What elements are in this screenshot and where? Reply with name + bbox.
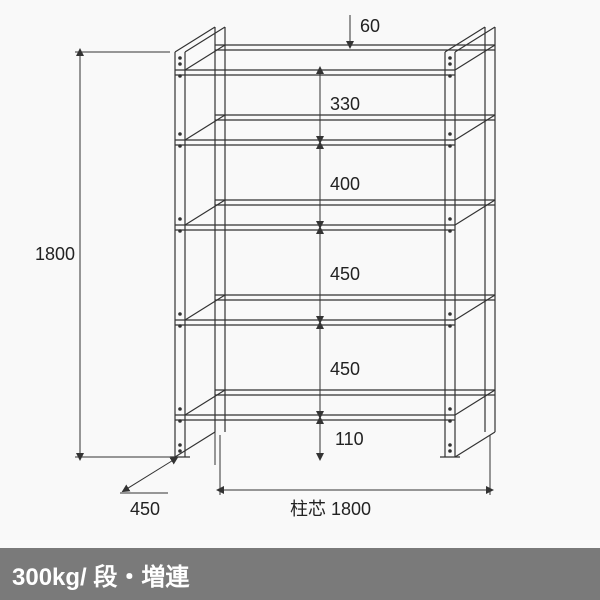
dim-depth: 450	[130, 499, 160, 519]
dim-bottom-clearance: 110	[335, 429, 364, 449]
dim-gap-2: 450	[330, 264, 360, 284]
dim-top-clearance: 60	[360, 16, 380, 36]
dim-width-prefix: 柱芯	[290, 499, 326, 519]
dim-gap-1: 400	[330, 174, 360, 194]
dim-gap-3: 450	[330, 359, 360, 379]
caption-bar: 300kg/ 段・増連	[0, 548, 600, 600]
dim-width: 1800	[331, 499, 371, 519]
diagram-area: 1800 60 330 400 450 450 110 450 柱芯 1800	[0, 0, 600, 548]
caption-text: 300kg/ 段・増連	[12, 557, 189, 592]
dim-height-total: 1800	[35, 244, 75, 264]
svg-text:柱芯 1800: 柱芯 1800	[290, 499, 371, 519]
dim-gap-0: 330	[330, 94, 360, 114]
